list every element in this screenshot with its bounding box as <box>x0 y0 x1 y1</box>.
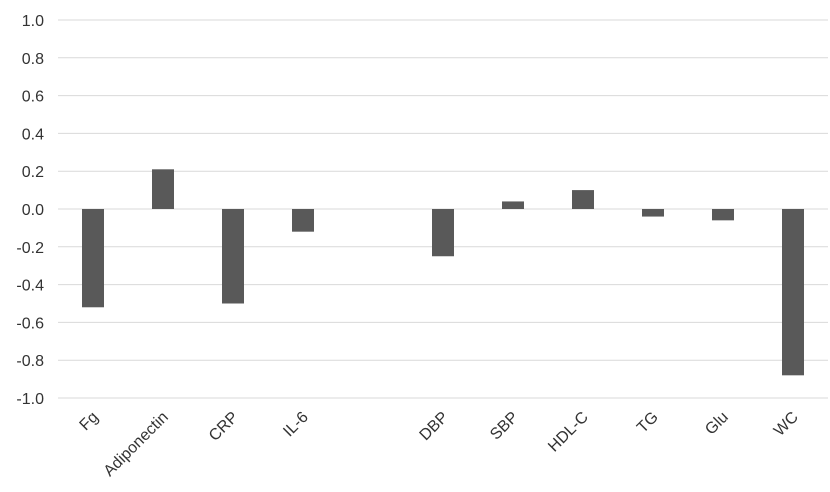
x-category-label: Glu <box>702 409 732 439</box>
x-category-label: HDL-C <box>545 409 592 456</box>
x-category-label: WC <box>771 409 802 440</box>
y-tick-label: 1.0 <box>22 13 44 30</box>
y-tick-label: 0.8 <box>22 51 44 68</box>
y-tick-label: -0.8 <box>16 353 44 370</box>
bar-crp <box>222 209 244 304</box>
bar-sbp <box>502 201 524 209</box>
x-category-label: SBP <box>487 409 522 444</box>
x-category-label: CRP <box>206 409 242 445</box>
x-category-label: Adiponectin <box>101 409 172 480</box>
bar-adiponectin <box>152 169 174 209</box>
bar-tg <box>642 209 664 217</box>
y-tick-label: 0.2 <box>22 164 44 181</box>
y-tick-label: -0.6 <box>16 315 44 332</box>
x-category-label: DBP <box>417 409 452 444</box>
y-tick-label: -0.4 <box>16 278 44 295</box>
bar-il-6 <box>292 209 314 232</box>
x-category-label: Fg <box>77 409 102 434</box>
x-category-label: TG <box>634 409 662 437</box>
y-tick-label: -0.2 <box>16 240 44 257</box>
y-tick-label: 0.0 <box>22 202 44 219</box>
y-axis-tick-labels: 1.0 0.8 0.6 0.4 0.2 0.0 -0.2 -0.4 -0.6 -0.8 -1.0 <box>16 13 44 408</box>
bar-wc <box>782 209 804 376</box>
y-tick-label: 0.4 <box>22 126 44 143</box>
bars <box>82 169 804 376</box>
y-tick-label: -1.0 <box>16 391 44 408</box>
y-tick-label: 0.6 <box>22 89 44 106</box>
bar-fg <box>82 209 104 308</box>
bar-hdl-c <box>572 190 594 209</box>
bar-glu <box>712 209 734 221</box>
bar-dbp <box>432 209 454 257</box>
x-category-label: IL-6 <box>280 409 312 441</box>
